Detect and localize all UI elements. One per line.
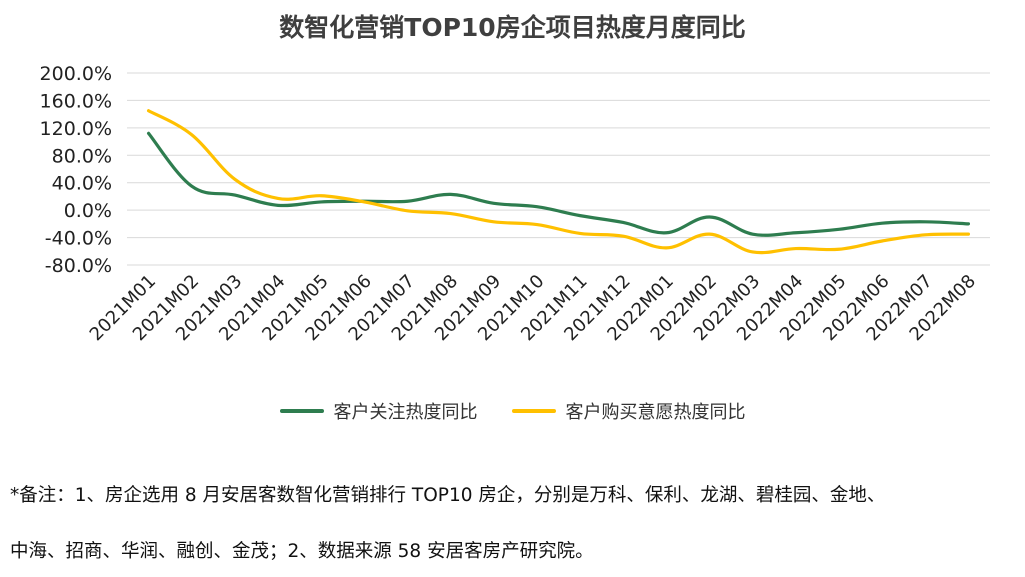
y-tick-label: -40.0% [45, 228, 112, 250]
legend-item-purchase: 客户购买意愿热度同比 [511, 398, 746, 424]
chart-title: 数智化营销TOP10房企项目热度月度同比 [279, 13, 746, 42]
legend-item-attention: 客户关注热度同比 [279, 398, 478, 424]
footnote-line-1: *备注：1、房企选用 8 月安居客数智化营销排行 TOP10 房企，分别是万科、… [10, 485, 886, 506]
legend-swatch-green [279, 409, 324, 413]
line-chart: 200.0% 160.0% 120.0% 80.0% 40.0% 0.0% -40.0% -8… [40, 63, 990, 345]
y-tick-label: -80.0% [45, 255, 112, 277]
y-axis-ticks: 200.0% 160.0% 120.0% 80.0% 40.0% 0.0% -40.0% -8… [40, 63, 112, 277]
legend-swatch-yellow [511, 409, 556, 413]
series-line-attention [146, 131, 971, 237]
legend-label: 客户关注热度同比 [333, 402, 478, 423]
y-tick-label: 120.0% [40, 118, 112, 140]
y-tick-label: 80.0% [52, 145, 112, 167]
legend: 客户关注热度同比 客户购买意愿热度同比 [0, 398, 1025, 424]
x-axis-ticks: 2021M012021M022021M032021M042021M052021M… [86, 271, 980, 345]
y-tick-label: 160.0% [40, 90, 112, 112]
footnote-line-2: 中海、招商、华润、融创、金茂；2、数据来源 58 安居客房产研究院。 [10, 541, 594, 562]
series-lines [146, 109, 971, 255]
gridlines [127, 72, 990, 266]
series-line-purchase [146, 109, 971, 255]
y-tick-label: 40.0% [52, 173, 112, 195]
legend-label: 客户购买意愿热度同比 [565, 402, 746, 423]
y-tick-label: 200.0% [40, 63, 112, 85]
y-tick-label: 0.0% [64, 200, 112, 222]
